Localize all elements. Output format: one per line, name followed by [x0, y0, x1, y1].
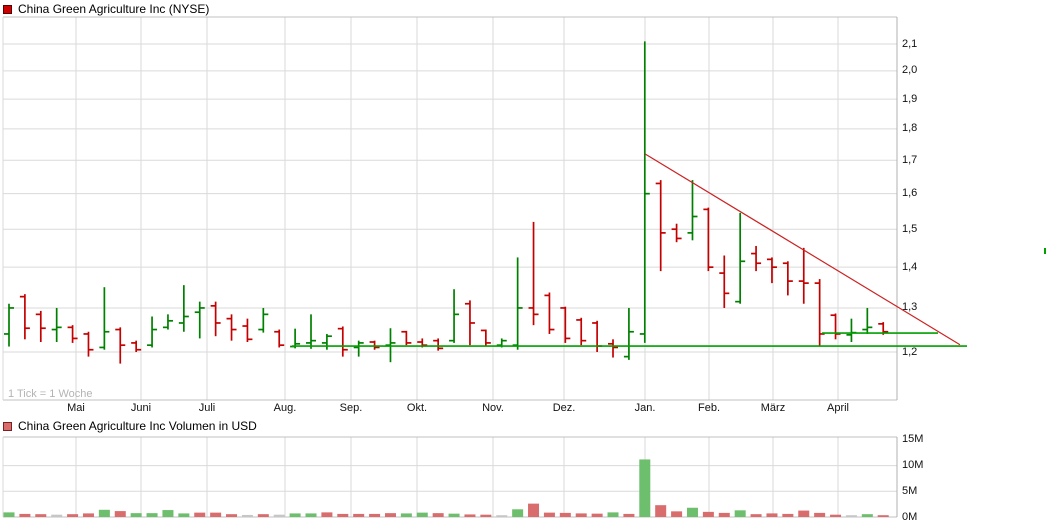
volume-bar [257, 514, 269, 517]
volume-bar [51, 514, 63, 517]
volume-bar [559, 512, 571, 517]
volume-bar [702, 511, 714, 517]
x-axis-label-feb: Feb. [697, 402, 721, 414]
volume-bar [861, 514, 873, 517]
price-tick-label: 1,9 [902, 92, 918, 105]
volume-bar [194, 512, 206, 517]
price-tick-label: 2,1 [902, 37, 918, 50]
volume-tick-label: 0M [902, 510, 918, 523]
volume-bar [241, 514, 253, 517]
volume-chart-legend: China Green Agriculture Inc Volumen in U… [3, 419, 257, 433]
x-axis-label-dez: Dez. [552, 402, 576, 414]
x-axis-label-juni: Juni [130, 402, 152, 414]
volume-bar [877, 515, 889, 517]
volume-bar [353, 513, 365, 517]
volume-bar [67, 514, 79, 517]
volume-bar [35, 514, 47, 517]
price-tick-label: 1,8 [902, 122, 918, 135]
price-tick-label: 1,6 [902, 187, 918, 200]
volume-bar [321, 512, 333, 517]
volume-bar [575, 513, 587, 517]
volume-bar [671, 511, 683, 517]
volume-bar [734, 510, 746, 517]
price-tick-label: 1,3 [902, 301, 918, 314]
volume-bar [178, 513, 190, 517]
volume-bar [400, 513, 412, 517]
volume-bar [289, 513, 301, 517]
x-axis-label-april: April [826, 402, 850, 414]
x-axis-label-aug: Aug. [273, 402, 297, 414]
volume-bar [528, 503, 540, 517]
volume-bar [432, 513, 444, 517]
volume-bar [464, 514, 476, 517]
volume-bar [512, 509, 524, 517]
x-axis-label-jan: Jan. [634, 402, 656, 414]
volume-bar [273, 514, 285, 517]
volume-tick-label: 5M [902, 484, 918, 497]
volume-bar [782, 513, 794, 517]
trend-line [644, 153, 961, 346]
price-tick-label: 1,7 [902, 153, 918, 166]
volume-tick-label: 10M [902, 459, 924, 472]
volume-chart-title: China Green Agriculture Inc Volumen in U… [18, 419, 257, 433]
x-axis-label-mai: Mai [67, 402, 85, 414]
price-chart-legend: China Green Agriculture Inc (NYSE) [3, 2, 209, 16]
volume-bar [639, 459, 651, 517]
volume-series-marker-icon [3, 421, 12, 431]
price-chart-title: China Green Agriculture Inc (NYSE) [18, 2, 210, 16]
volume-bar [448, 513, 460, 517]
x-axis-label-märz: März [760, 402, 786, 414]
volume-bar [3, 512, 15, 517]
volume-bar [19, 513, 31, 517]
volume-bar [686, 507, 698, 517]
tick-interval-note: 1 Tick = 1 Woche [8, 388, 93, 400]
volume-bar [369, 513, 381, 517]
volume-bar [416, 512, 428, 517]
volume-bar [814, 512, 826, 517]
price-tick-label: 1,2 [902, 345, 918, 358]
price-series-marker-icon [3, 4, 12, 14]
volume-bar [845, 515, 857, 517]
volume-bar [591, 513, 603, 517]
volume-bar [543, 512, 555, 517]
x-axis-label-okt: Okt. [406, 402, 428, 414]
volume-tick-label: 15M [902, 433, 924, 446]
x-axis-label-nov: Nov. [482, 402, 504, 414]
x-axis-label-sep: Sep. [339, 402, 363, 414]
volume-bar [480, 514, 492, 517]
volume-bar [798, 510, 810, 517]
price-tick-label: 1,5 [902, 222, 918, 235]
volume-bar [337, 513, 349, 517]
stray-green-mark [1044, 248, 1046, 254]
volume-bar [130, 513, 142, 517]
volume-bar [82, 513, 94, 517]
volume-bar [766, 513, 778, 517]
volume-bar [98, 509, 110, 517]
volume-bar [607, 512, 619, 517]
volume-bar [114, 511, 126, 517]
volume-bar [226, 514, 238, 517]
price-tick-label: 2,0 [902, 64, 918, 77]
volume-bar [384, 513, 396, 517]
volume-bar [305, 513, 317, 517]
x-axis-label-juli: Juli [198, 402, 216, 414]
price-tick-label: 1,4 [902, 260, 918, 273]
volume-bar [496, 515, 508, 517]
volume-bar [830, 514, 842, 517]
volume-bar [210, 512, 222, 517]
volume-bar [623, 513, 635, 517]
volume-bar [655, 505, 667, 517]
volume-bar [162, 510, 174, 517]
volume-bar [750, 514, 762, 517]
volume-bar [718, 512, 730, 517]
volume-bar [146, 513, 158, 517]
